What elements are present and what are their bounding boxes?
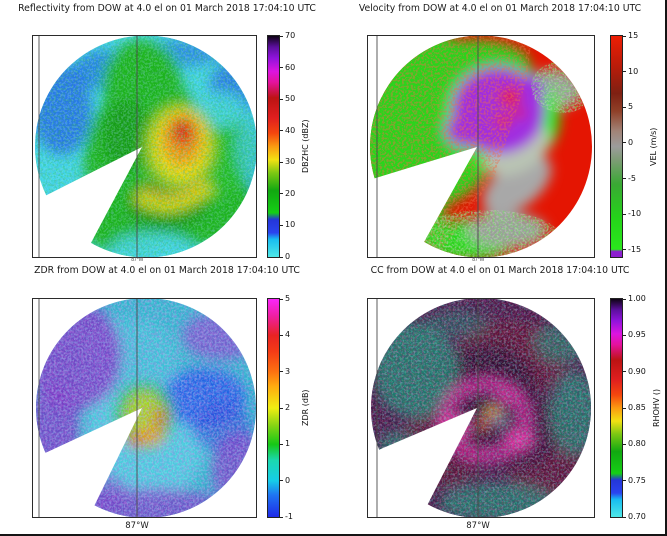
colorbar-tick: 50 xyxy=(279,94,295,104)
missing-data-wedge xyxy=(367,408,477,518)
velocity-x-tick-label: 87°W xyxy=(472,257,484,263)
reflectivity-colorbar: 70 60 50 40 30 20 10 0 xyxy=(267,32,295,261)
zdr-colorbar: 5 4 3 2 1 0 -1 xyxy=(267,295,293,521)
reflectivity-ppi-axes xyxy=(32,35,257,258)
velocity-colorbar-label: VEL (m/s) xyxy=(649,127,658,166)
cc-colorbar: 1.00 0.95 0.90 0.85 0.80 0.75 0.70 xyxy=(610,295,646,521)
cc-ppi-axes xyxy=(367,298,595,518)
zdr-ppi-axes xyxy=(32,298,257,518)
colorbar-tick: 5 xyxy=(622,102,633,112)
colorbar-tick: 0.85 xyxy=(622,403,646,413)
colorbar-tick: 0 xyxy=(622,138,633,148)
colorbar-tick: 0.75 xyxy=(622,476,646,486)
colorbar-tick: -5 xyxy=(622,174,636,184)
colorbar-tick: 1 xyxy=(279,439,290,449)
colorbar-tick: 0.95 xyxy=(622,330,646,340)
missing-data-wedge xyxy=(32,147,142,258)
colorbar-tick: 10 xyxy=(279,220,295,230)
colorbar-tick: 10 xyxy=(622,67,638,77)
colorbar-tick: -10 xyxy=(622,209,641,219)
reflectivity-ppi-image xyxy=(32,35,257,258)
panel-title-cc: CC from DOW at 4.0 el on 01 March 2018 1… xyxy=(370,265,630,276)
colorbar-tick: 5 xyxy=(279,294,290,304)
colorbar-tick: 40 xyxy=(279,126,295,136)
colorbar-tick: 0 xyxy=(279,252,290,262)
cc-ppi-image xyxy=(367,298,595,518)
panel-title-velocity: Velocity from DOW at 4.0 el on 01 March … xyxy=(358,3,642,14)
velocity-colorbar: 15 10 5 0 -5 -10 -15 xyxy=(610,32,641,258)
velocity-ppi-image xyxy=(367,35,595,258)
colorbar-tick: 1.00 xyxy=(622,294,646,304)
colorbar-tick: 20 xyxy=(279,189,295,199)
cc-x-tick-label: 87°W xyxy=(466,521,490,531)
panel-title-reflectivity: Reflectivity from DOW at 4.0 el on 01 Ma… xyxy=(18,3,316,14)
colorbar-tick: 30 xyxy=(279,157,295,167)
colorbar-tick: 60 xyxy=(279,63,295,73)
zdr-colorbar-label: ZDR (dB) xyxy=(301,389,310,427)
missing-data-wedge xyxy=(32,408,142,518)
missing-data-wedge xyxy=(367,147,477,258)
colorbar-tick: 15 xyxy=(622,31,638,41)
colorbar-tick: -1 xyxy=(279,512,293,522)
velocity-ppi-axes xyxy=(367,35,595,258)
colorbar-tick: 0.90 xyxy=(622,367,646,377)
colorbar-tick: 0.80 xyxy=(622,439,646,449)
colorbar-tick: 2 xyxy=(279,403,290,413)
colorbar-tick: 3 xyxy=(279,367,290,377)
zdr-x-tick-label: 87°W xyxy=(125,521,149,531)
panel-title-zdr: ZDR from DOW at 4.0 el on 01 March 2018 … xyxy=(34,265,300,276)
reflectivity-colorbar-label: DBZHC (dBZ) xyxy=(301,119,310,174)
cc-colorbar-label: RHOHV () xyxy=(652,388,661,428)
colorbar-tick: 0 xyxy=(279,476,290,486)
colorbar-tick: -15 xyxy=(622,245,641,255)
colorbar-tick: 0.70 xyxy=(622,512,646,522)
colorbar-tick: 4 xyxy=(279,330,290,340)
colorbar-tick: 70 xyxy=(279,31,295,41)
reflectivity-x-tick-label: 87°W xyxy=(131,257,143,263)
zdr-ppi-image xyxy=(32,298,257,518)
